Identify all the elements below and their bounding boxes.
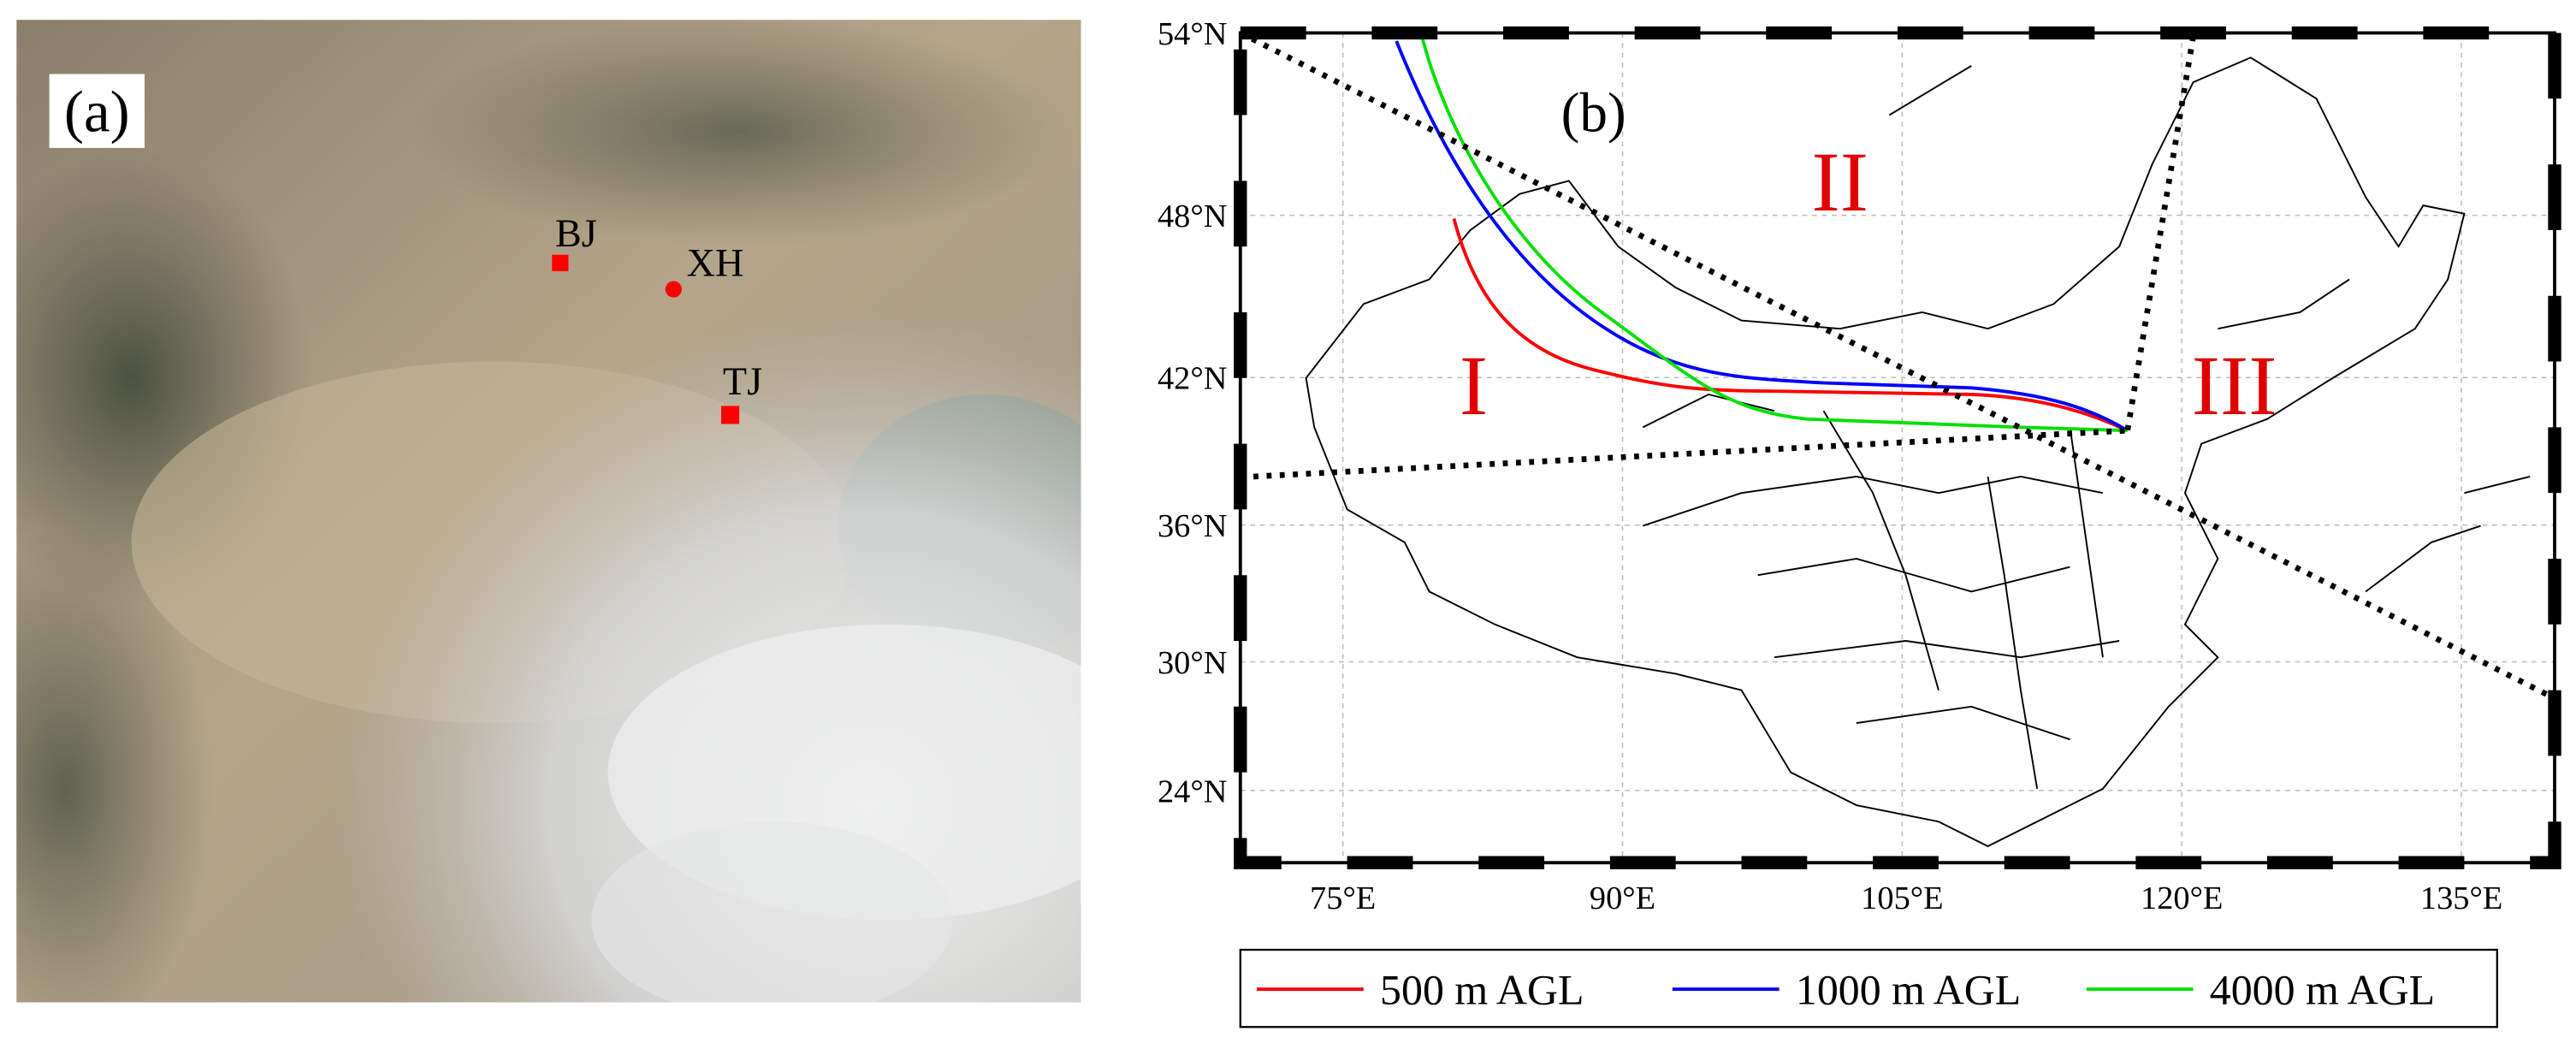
trajectory bbox=[1452, 217, 2129, 432]
site-label: TJ bbox=[723, 359, 762, 403]
legend-label: 1000 m AGL bbox=[1796, 966, 2021, 1013]
sector-boundary bbox=[1240, 33, 2555, 702]
map bbox=[1240, 33, 2555, 863]
x-tick-label: 105°E bbox=[1861, 880, 1943, 916]
y-tick-label: 54°N bbox=[1158, 16, 1227, 52]
trajectory bbox=[1395, 40, 2129, 432]
legend-label: 500 m AGL bbox=[1380, 966, 1584, 1013]
y-tick-label: 36°N bbox=[1158, 508, 1227, 544]
site-label: XH bbox=[687, 241, 744, 285]
map-frame-ticks bbox=[1234, 26, 2561, 869]
label-box bbox=[49, 74, 145, 148]
site-marker bbox=[665, 281, 682, 298]
x-tick-label: 90°E bbox=[1590, 880, 1655, 916]
trajectory bbox=[1419, 33, 2128, 433]
x-tick-label: 75°E bbox=[1310, 880, 1376, 916]
region-label: II bbox=[1811, 134, 1868, 229]
site-marker bbox=[721, 406, 740, 424]
y-tick-label: 24°N bbox=[1158, 773, 1227, 809]
x-tick-label: 135°E bbox=[2420, 880, 2502, 916]
y-tick-label: 42°N bbox=[1158, 361, 1227, 397]
legend bbox=[1239, 948, 2498, 1028]
region-label: I bbox=[1460, 338, 1488, 433]
y-tick-label: 48°N bbox=[1158, 199, 1227, 234]
legend-label: 4000 m AGL bbox=[2210, 966, 2435, 1013]
site-label: BJ bbox=[555, 211, 597, 255]
x-tick-label: 120°E bbox=[2141, 880, 2223, 916]
y-tick-label: 30°N bbox=[1158, 645, 1227, 681]
panel-label: (b) bbox=[1561, 83, 1626, 145]
panel-label: (a) bbox=[64, 79, 130, 145]
satellite-image bbox=[16, 20, 1081, 1003]
region-label: III bbox=[2192, 338, 2277, 433]
site-marker bbox=[552, 254, 569, 271]
